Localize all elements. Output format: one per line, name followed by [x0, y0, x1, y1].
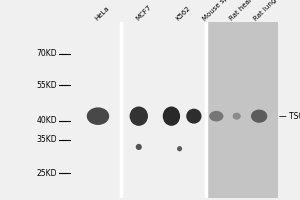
- Text: 25KD: 25KD: [37, 169, 57, 178]
- Ellipse shape: [232, 113, 241, 120]
- Text: 70KD: 70KD: [37, 49, 57, 58]
- Ellipse shape: [130, 106, 148, 126]
- Text: 40KD: 40KD: [37, 116, 57, 125]
- Text: — TSG101: — TSG101: [279, 112, 300, 121]
- Ellipse shape: [251, 110, 267, 123]
- Ellipse shape: [177, 146, 182, 151]
- Text: 55KD: 55KD: [37, 81, 57, 90]
- Bar: [206, 22, 278, 198]
- Text: MCF7: MCF7: [134, 4, 152, 22]
- Text: Mouse spinal cord: Mouse spinal cord: [202, 0, 251, 22]
- Text: K562: K562: [175, 5, 192, 22]
- Ellipse shape: [87, 107, 109, 125]
- Text: 35KD: 35KD: [37, 135, 57, 144]
- Text: Rat heart: Rat heart: [228, 0, 256, 22]
- Ellipse shape: [163, 106, 180, 126]
- Text: Rat lung: Rat lung: [253, 0, 278, 22]
- Ellipse shape: [186, 109, 202, 124]
- Ellipse shape: [209, 111, 224, 121]
- Ellipse shape: [136, 144, 142, 150]
- Text: HeLa: HeLa: [94, 5, 110, 22]
